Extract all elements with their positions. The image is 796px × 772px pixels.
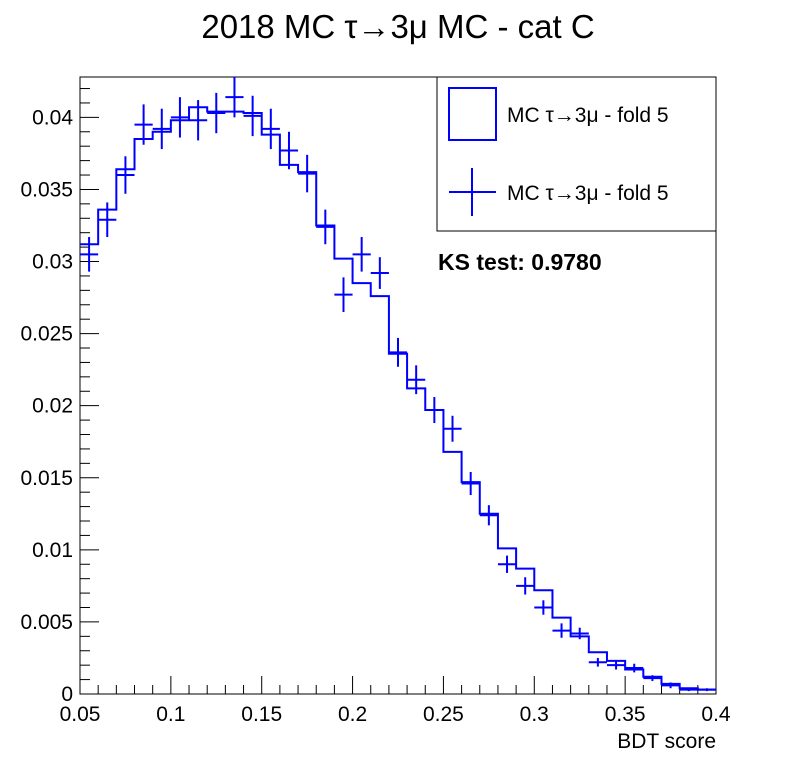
data-point (334, 277, 353, 312)
data-point (661, 682, 680, 689)
x-tick-label: 0.1 (156, 703, 185, 726)
x-axis-label: BDT score (617, 730, 716, 753)
y-tick-label: 0 (61, 683, 73, 706)
data-point (497, 555, 517, 573)
legend-entry-errorbar: MC τ→3μ - fold 5 (507, 182, 669, 205)
data-point (679, 688, 698, 692)
data-point (534, 600, 553, 615)
legend: MC τ→3μ - fold 5 MC τ→3μ - fold 5 (436, 76, 717, 232)
data-point (189, 100, 208, 141)
plot-frame (79, 76, 717, 695)
x-tick-label: 0.3 (520, 703, 549, 726)
data-point (352, 237, 371, 272)
data-point (425, 397, 444, 423)
x-tick-label: 0.4 (701, 703, 731, 726)
data-point (570, 627, 589, 640)
data-point (243, 95, 262, 137)
legend-box (436, 76, 717, 232)
data-point (152, 108, 171, 150)
data-point (479, 505, 498, 526)
y-tick-label: 0.03 (32, 251, 73, 274)
data-point (588, 657, 607, 667)
y-tick-label: 0.01 (32, 539, 73, 562)
data-point (461, 471, 480, 496)
y-tick-label: 0.025 (20, 323, 73, 346)
x-tick-label: 0.05 (60, 703, 101, 726)
y-tick-label: 0.02 (32, 395, 73, 418)
data-point (625, 663, 644, 673)
y-tick-label: 0.015 (20, 467, 73, 490)
data-point (116, 156, 135, 194)
legend-entry-step: MC τ→3μ - fold 5 (507, 104, 669, 127)
plot-area (79, 76, 717, 695)
data-point (316, 209, 335, 245)
data-point (170, 97, 190, 138)
data-point (207, 92, 226, 134)
y-axis: 0 0.005 0.01 0.015 0.02 0.025 0.03 0.035 0.04 (20, 88, 99, 706)
legend-step-swatch (448, 87, 497, 141)
x-axis: 0.05 0.1 0.15 0.2 0.25 0.3 0.35 0.4 (60, 676, 731, 726)
x-tick-label: 0.15 (241, 703, 282, 726)
x-tick-label: 0.2 (338, 703, 367, 726)
data-point (643, 675, 662, 682)
x-tick-label: 0.35 (605, 703, 646, 726)
data-point (443, 415, 462, 442)
data-point (370, 257, 389, 289)
data-point (407, 365, 426, 395)
data-point (98, 202, 117, 238)
data-point (552, 623, 571, 638)
step-histogram-series (80, 106, 716, 691)
data-point (606, 660, 626, 670)
data-point (80, 237, 99, 272)
data-point (298, 154, 317, 193)
y-tick-label: 0.005 (20, 611, 73, 634)
data-point (279, 131, 299, 170)
errorbar-series (80, 77, 716, 692)
chart-title: 2018 MC τ→3μ MC - cat C (201, 8, 594, 45)
data-point (697, 688, 716, 692)
data-point (134, 104, 153, 145)
step-histogram-line (80, 106, 716, 691)
ks-test-annotation: KS test: 0.9780 (438, 249, 602, 275)
data-point (388, 337, 408, 367)
y-tick-label: 0.04 (32, 106, 73, 129)
data-point (225, 77, 244, 118)
x-tick-label: 0.25 (423, 703, 464, 726)
data-point (516, 577, 535, 595)
data-point (261, 108, 280, 150)
y-tick-label: 0.035 (20, 178, 73, 201)
